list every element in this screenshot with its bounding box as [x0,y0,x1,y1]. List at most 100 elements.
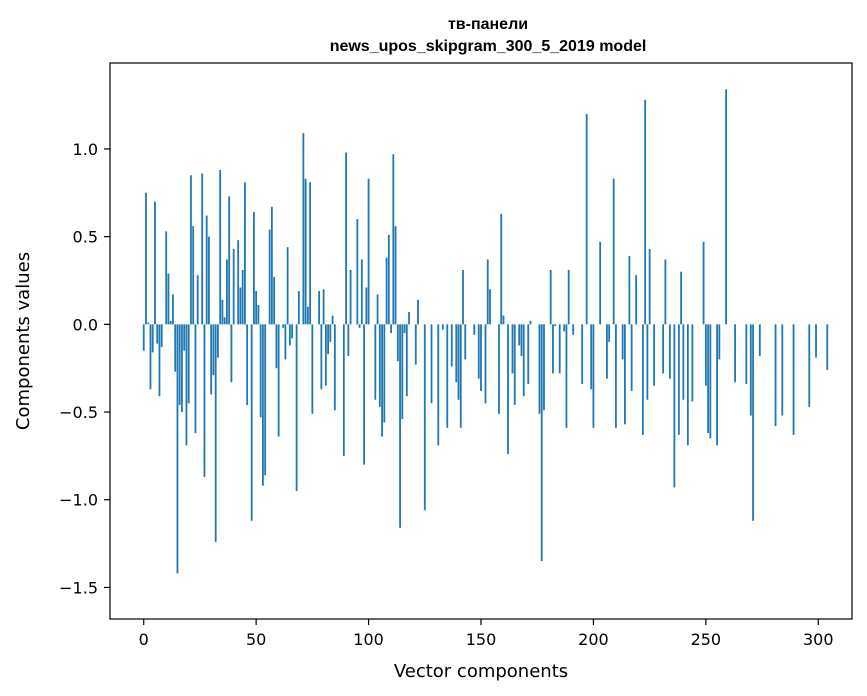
y-tick-label: −0.5 [59,403,98,422]
bar [608,324,611,342]
bar [554,324,557,327]
x-axis-label: Vector components [394,661,568,682]
bar [513,324,516,406]
bar [286,247,289,325]
bar [210,324,213,395]
y-tick-label: −1.0 [59,491,98,510]
y-tick-label: 1.0 [73,140,98,159]
bar [183,324,186,351]
bar [181,324,183,413]
bar [648,248,651,325]
bar [709,324,712,439]
bar [664,259,667,325]
bar [142,324,145,351]
bar [691,324,694,402]
bar [621,324,624,360]
bar [457,324,460,400]
y-axis-ticks: −1.5 −1.0 −0.5 0.0 0.5 1.0 [59,140,110,597]
bar [662,324,665,374]
bar [217,324,219,358]
bar [704,324,707,386]
bar [399,324,401,528]
bar [270,206,273,325]
y-tick-label: 0.5 [73,228,98,247]
bar [374,324,377,400]
bar [284,324,287,360]
bar [376,294,379,325]
bar [450,324,453,367]
bar [302,133,305,325]
bar [250,324,253,521]
bar [167,273,170,325]
bar [774,324,777,427]
bar [734,324,736,383]
bar [381,324,383,437]
bar [480,324,482,391]
bar [630,324,633,391]
bar [702,241,705,325]
bar [558,324,561,374]
bar [405,324,408,397]
bar [320,324,323,390]
bar [446,324,449,428]
bar [246,324,249,406]
bar [358,324,361,328]
bar [367,178,370,325]
bar [282,324,285,328]
bar [682,324,685,400]
bar [653,324,656,386]
bar [318,291,321,325]
bars-group [142,89,829,574]
bar [187,324,190,404]
bar [615,324,617,428]
bar [237,240,240,325]
x-tick-label: 200 [578,630,609,649]
bar [230,324,233,383]
bar [567,269,570,325]
bar [322,289,325,325]
bar [572,324,575,335]
bar [185,324,188,446]
bar [543,324,545,411]
bar [244,182,246,325]
bar [464,324,467,360]
bar [156,324,159,344]
x-tick-label: 50 [246,630,266,649]
bar [158,324,161,397]
bar [430,324,433,404]
bar [441,324,444,330]
bar [417,299,419,325]
y-axis-label: Components values [13,252,34,430]
chart-title: тв-панели news_upos_skipgram_300_5_2019 … [330,16,647,55]
bar [716,324,718,446]
bar [275,324,278,369]
bar [423,324,426,511]
bar [268,229,271,325]
bar [253,212,255,325]
bar [306,306,309,325]
bar [331,315,334,325]
bar [342,324,345,456]
x-tick-label: 300 [803,630,834,649]
bar [815,324,817,358]
bar [758,324,761,356]
bar [489,289,491,325]
x-tick-label: 250 [691,630,722,649]
bar [808,324,811,407]
bar [349,269,352,325]
bar [725,89,727,325]
bar [347,324,350,356]
x-tick-label: 100 [353,630,384,649]
bar [205,215,208,325]
bar [529,320,532,325]
bar [414,324,417,365]
bar [641,324,644,435]
bar [239,287,242,325]
bar [232,248,235,325]
bar [165,231,168,325]
bar [192,226,195,325]
bar [394,226,397,325]
bar [160,324,163,348]
bar [585,113,588,325]
bar [365,287,368,325]
